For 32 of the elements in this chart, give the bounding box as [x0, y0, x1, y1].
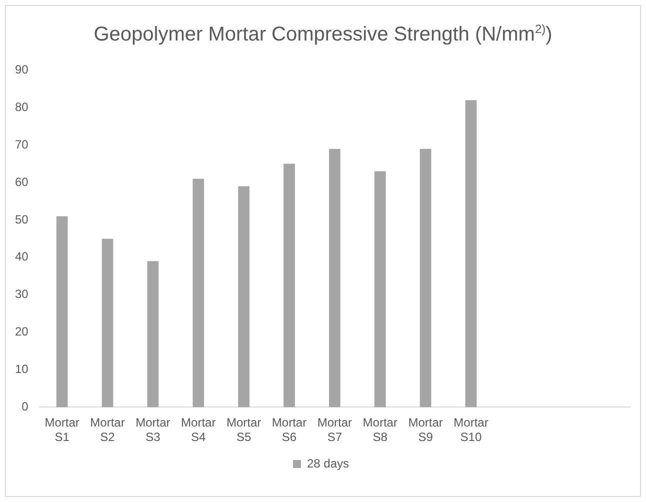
x-tick-label: Mortar S10 — [454, 416, 488, 444]
legend-label: 28 days — [306, 456, 350, 470]
bar — [192, 178, 204, 408]
y-tick-label: 30 — [14, 287, 29, 302]
bar — [465, 100, 477, 408]
bar — [147, 261, 159, 408]
bar — [56, 216, 68, 408]
x-tick-label: Mortar S3 — [136, 416, 170, 444]
x-tick-label: Mortar S6 — [272, 416, 307, 444]
x-tick-label: Mortar S8 — [362, 416, 398, 444]
x-tick-label: Mortar S1 — [44, 416, 80, 444]
x-tick-label: Mortar S2 — [90, 416, 125, 444]
y-tick-label: 80 — [14, 100, 29, 114]
y-tick-label: 10 — [14, 362, 29, 376]
x-tick-label: Mortar S9 — [408, 416, 443, 444]
y-tick-label: 50 — [14, 212, 29, 226]
x-tick-label: Mortar S5 — [226, 416, 262, 444]
bar — [102, 238, 114, 408]
y-tick-label: 40 — [14, 250, 29, 264]
bar — [284, 164, 295, 408]
y-tick-label: 0 — [22, 400, 29, 414]
y-tick-label: 60 — [14, 174, 29, 189]
bar — [328, 148, 340, 408]
bar — [374, 171, 386, 408]
bar — [420, 148, 432, 408]
chart-title: Geopolymer Mortar Compressive Strength (N/mm$^{2)}$) — [92, 21, 554, 47]
y-tick-label: 20 — [14, 324, 29, 339]
x-tick-label: Mortar S7 — [317, 416, 352, 444]
bar — [238, 186, 250, 408]
y-tick-label: 90 — [14, 62, 29, 77]
x-tick-label: Mortar S4 — [181, 416, 216, 444]
y-tick-label: 70 — [14, 137, 29, 152]
